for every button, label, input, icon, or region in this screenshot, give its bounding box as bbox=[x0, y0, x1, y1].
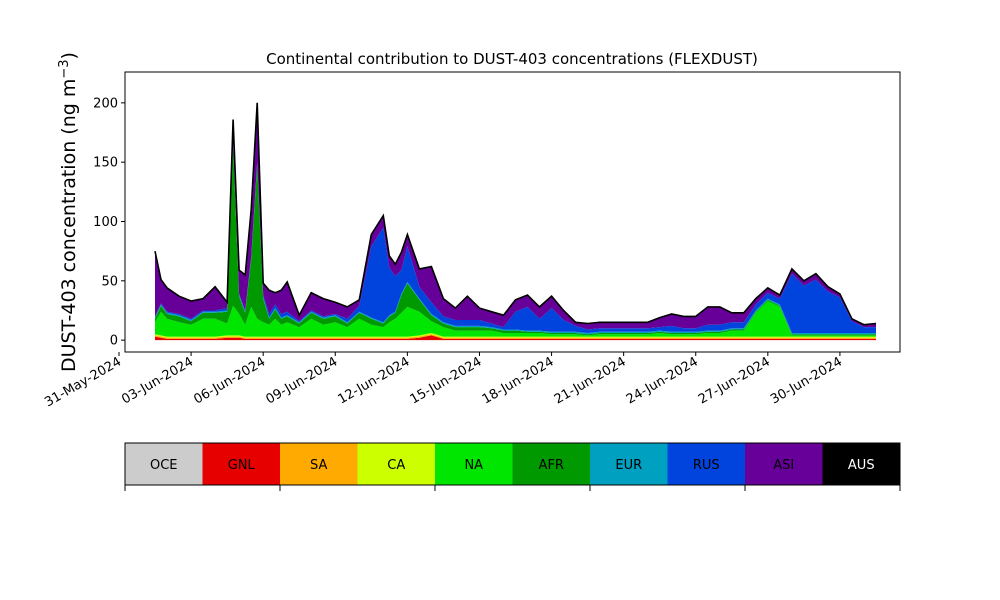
y-tick-label: 150 bbox=[93, 156, 118, 171]
area-sa bbox=[155, 334, 876, 339]
legend-swatch-ca bbox=[357, 443, 435, 485]
x-tick-label: 24-Jun-2024 bbox=[624, 354, 701, 407]
y-tick-label: 50 bbox=[101, 274, 118, 289]
y-tick-label: 200 bbox=[93, 96, 118, 111]
area-asi bbox=[155, 102, 876, 330]
area-afr bbox=[155, 145, 876, 336]
y-axis-ticks: 0 50 100 150 200 bbox=[93, 96, 125, 349]
x-tick-label: 31-May-2024 bbox=[42, 354, 124, 410]
legend-swatch-oce bbox=[125, 443, 203, 485]
legend-swatch-asi bbox=[745, 443, 823, 485]
y-axis-label-close: ) bbox=[58, 52, 80, 59]
x-tick-label: 18-Jun-2024 bbox=[480, 354, 557, 407]
x-axis-ticks: 31-May-202403-Jun-202406-Jun-202409-Jun-… bbox=[42, 352, 845, 410]
legend-label-afr: AFR bbox=[539, 458, 564, 473]
area-na bbox=[155, 301, 876, 337]
legend-swatch-sa bbox=[280, 443, 358, 485]
x-tick-label: 03-Jun-2024 bbox=[119, 354, 196, 407]
legend-swatch-gnl bbox=[202, 443, 280, 485]
legend-label-aus: AUS bbox=[848, 458, 875, 473]
legend-swatch-eur bbox=[590, 443, 668, 485]
legend-label-asi: ASI bbox=[773, 458, 794, 473]
x-tick-label: 09-Jun-2024 bbox=[263, 354, 340, 407]
legend-label-oce: OCE bbox=[150, 458, 178, 473]
y-axis-label: DUST-403 concentration (ng m−3) bbox=[57, 52, 80, 372]
legend-bar-frame bbox=[124, 442, 901, 486]
legend-label-rus: RUS bbox=[693, 458, 720, 473]
legend-swatch-afr bbox=[512, 443, 590, 485]
legend-label-ca: CA bbox=[387, 458, 405, 473]
legend-label-gnl: GNL bbox=[228, 458, 256, 473]
area-rus bbox=[155, 143, 876, 333]
stacked-area-series bbox=[155, 102, 876, 341]
x-tick-label: 06-Jun-2024 bbox=[191, 354, 268, 407]
y-axis-label-exponent: −3 bbox=[57, 59, 72, 78]
y-axis-label-text: DUST-403 concentration (ng m bbox=[58, 79, 80, 372]
plot-frame bbox=[124, 71, 901, 353]
legend-swatch-na bbox=[435, 443, 513, 485]
x-tick-label: 30-Jun-2024 bbox=[768, 354, 845, 407]
area-gnl bbox=[155, 335, 876, 341]
y-tick-label: 0 bbox=[110, 334, 118, 349]
legend-swatch-rus bbox=[667, 443, 745, 485]
y-tick-label: 100 bbox=[93, 215, 118, 230]
total-outline-line bbox=[154, 102, 877, 326]
chart-title: Continental contribution to DUST-403 con… bbox=[266, 50, 758, 68]
color-legend-bar: OCE GNL SA CA NA AFR EUR RUS ASI AUS bbox=[124, 442, 901, 491]
legend-swatch-aus bbox=[822, 443, 900, 485]
legend-label-sa: SA bbox=[310, 458, 327, 473]
legend-label-na: NA bbox=[464, 458, 483, 473]
x-tick-label: 12-Jun-2024 bbox=[336, 354, 413, 407]
x-tick-label: 27-Jun-2024 bbox=[696, 354, 773, 407]
area-ca bbox=[155, 333, 876, 338]
x-tick-label: 21-Jun-2024 bbox=[552, 354, 629, 407]
x-tick-label: 15-Jun-2024 bbox=[408, 354, 485, 407]
legend-label-eur: EUR bbox=[615, 458, 642, 473]
